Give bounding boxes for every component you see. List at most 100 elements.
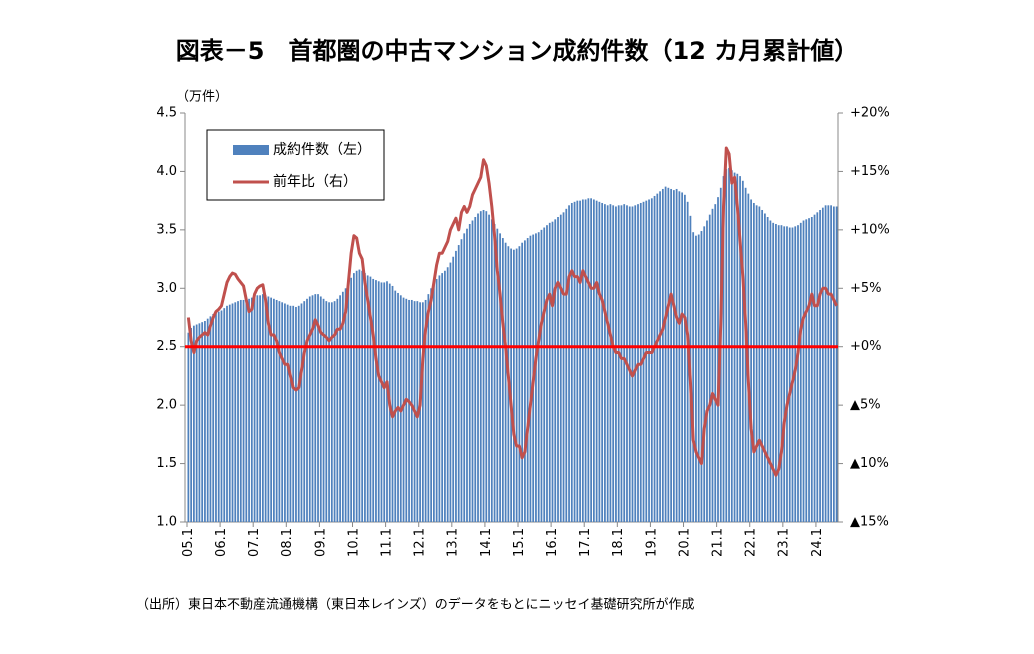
bar <box>672 190 675 522</box>
bar <box>430 288 433 522</box>
bar <box>615 206 617 522</box>
bar <box>441 273 444 522</box>
bar <box>706 220 708 522</box>
bar <box>648 199 650 522</box>
bar <box>783 226 786 522</box>
x-tick-label: 20.1 <box>677 528 692 557</box>
bar <box>799 222 802 523</box>
bar <box>457 245 460 522</box>
x-tick-label: 21.1 <box>711 528 726 557</box>
bar <box>524 240 526 523</box>
bar <box>769 220 772 522</box>
bar <box>297 305 300 522</box>
bar <box>195 324 198 522</box>
bar <box>501 238 504 522</box>
bar <box>590 198 592 522</box>
y-tick-label: 1.5 <box>156 456 177 471</box>
y-tick-label: 3.5 <box>156 222 177 237</box>
bar <box>444 270 446 522</box>
bar <box>341 291 344 522</box>
bar <box>543 227 546 522</box>
bar <box>739 176 741 523</box>
x-tick-label: 23.1 <box>777 528 792 557</box>
bar <box>827 205 830 522</box>
bar <box>273 298 275 522</box>
legend-label: 前年比（右） <box>273 173 357 190</box>
bar <box>728 167 730 522</box>
bar <box>198 323 201 522</box>
bar <box>292 305 295 522</box>
bar <box>317 294 319 522</box>
bar <box>215 312 217 522</box>
bar <box>565 208 568 522</box>
bar <box>722 176 725 523</box>
bar <box>667 187 670 522</box>
y2-tick-label: +0% <box>850 339 882 354</box>
bar <box>515 248 518 522</box>
bar <box>209 316 212 522</box>
bar <box>322 298 325 522</box>
y-tick-label: 4.5 <box>156 106 177 121</box>
line <box>186 146 838 477</box>
bar <box>697 234 700 522</box>
x-tick-label: 06.1 <box>214 528 229 557</box>
bar <box>634 205 637 522</box>
bar <box>521 242 524 522</box>
bar <box>366 275 369 522</box>
bar <box>711 208 714 522</box>
bar <box>468 224 471 522</box>
bar <box>377 281 380 522</box>
bar <box>289 305 292 522</box>
x-tick-label: 07.1 <box>247 528 262 557</box>
bar <box>830 205 832 522</box>
y2-tick-label: +10% <box>850 222 890 237</box>
bar <box>645 200 648 522</box>
bar <box>537 232 540 523</box>
bar <box>455 250 457 523</box>
bar <box>245 298 248 522</box>
bar <box>386 281 388 522</box>
bar <box>592 199 595 522</box>
bar <box>193 325 195 522</box>
bar <box>201 322 204 522</box>
bar <box>609 204 612 523</box>
bar <box>421 302 424 522</box>
bar <box>512 249 515 523</box>
bar <box>562 212 565 523</box>
bar <box>802 220 805 522</box>
bar <box>300 303 303 522</box>
bar <box>212 313 215 522</box>
y-tick-label: 2.5 <box>156 339 177 354</box>
bar <box>595 200 598 522</box>
bar <box>391 285 394 522</box>
x-tick-label: 18.1 <box>611 528 626 557</box>
bar <box>344 288 347 522</box>
bar <box>286 304 289 522</box>
bar <box>427 294 430 522</box>
bar <box>190 328 193 522</box>
bar <box>601 202 604 523</box>
bar <box>242 299 245 522</box>
bar <box>471 220 474 522</box>
bar <box>275 299 278 522</box>
chart-title: 図表－5 首都圏の中古マンション成約件数（12 カ月累計値） <box>176 37 858 65</box>
y-tick-label: 1.0 <box>156 515 177 530</box>
y-tick-label: 4.0 <box>156 164 177 179</box>
y2-tick-label: +15% <box>850 164 890 179</box>
bar <box>281 302 284 522</box>
bar <box>576 200 579 522</box>
bar <box>402 297 405 522</box>
bar <box>452 256 455 522</box>
bar <box>535 233 537 522</box>
bar <box>548 222 551 523</box>
bar <box>466 228 468 522</box>
bar <box>808 218 810 522</box>
bar <box>741 180 744 522</box>
bar <box>559 214 562 522</box>
bar <box>488 214 490 522</box>
bar <box>259 295 261 522</box>
bar <box>330 302 333 522</box>
bar <box>824 205 827 522</box>
bar <box>714 204 717 523</box>
bar <box>579 200 581 522</box>
